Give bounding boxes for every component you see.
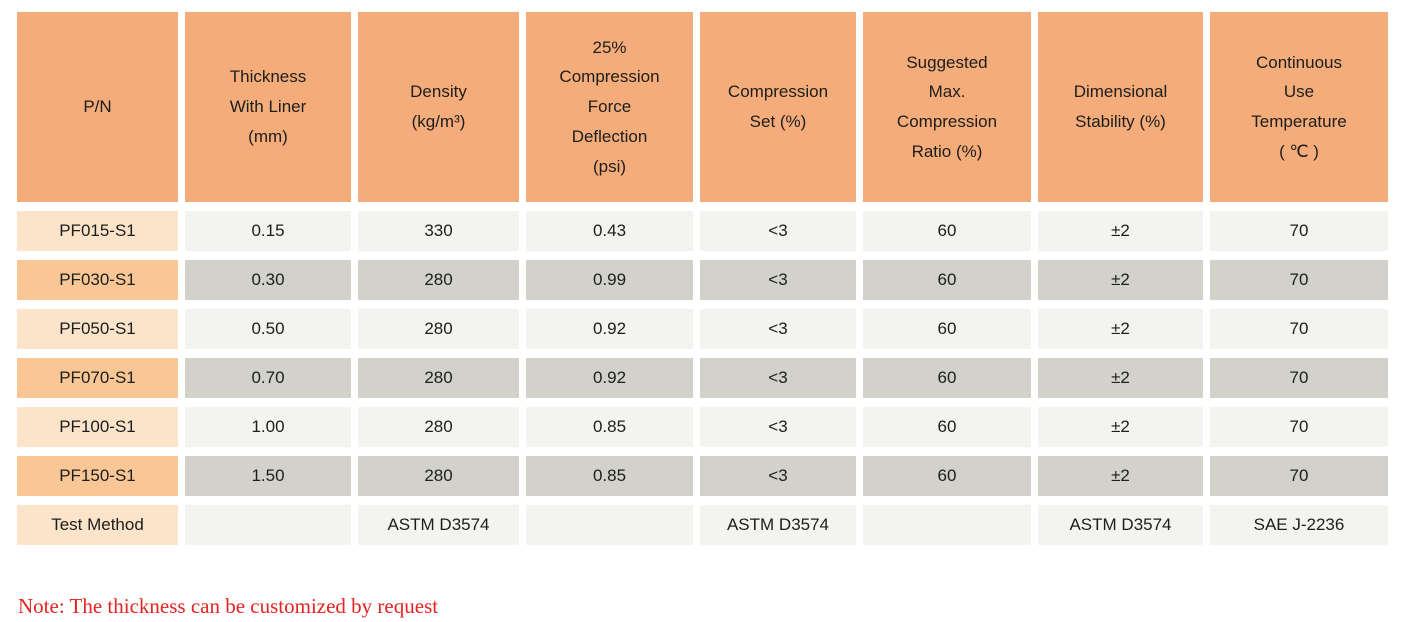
column-header-continuous-use-temperature: Continuous Use Temperature ( ℃ ) — [1210, 12, 1388, 202]
data-cell: 0.30 — [185, 260, 351, 300]
data-cell: <3 — [700, 309, 856, 349]
data-cell: 1.00 — [185, 407, 351, 447]
data-cell: 70 — [1210, 358, 1388, 398]
data-cell: <3 — [700, 456, 856, 496]
table-row: PF150-S1 1.50 280 0.85 <3 60 ±2 70 — [17, 456, 1388, 496]
data-cell: 60 — [863, 260, 1031, 300]
data-cell: 0.70 — [185, 358, 351, 398]
data-cell: 60 — [863, 456, 1031, 496]
data-cell: 60 — [863, 407, 1031, 447]
note-text: Note: The thickness can be customized by… — [18, 594, 439, 618]
data-cell: 0.85 — [526, 456, 693, 496]
table-row: PF050-S1 0.50 280 0.92 <3 60 ±2 70 — [17, 309, 1388, 349]
data-cell: 280 — [358, 260, 519, 300]
data-cell: 0.92 — [526, 358, 693, 398]
column-header-dimensional-stability: Dimensional Stability (%) — [1038, 12, 1203, 202]
table-header: P/N Thickness With Liner (mm) Density (k… — [17, 12, 1388, 202]
pn-cell: PF070-S1 — [17, 358, 178, 398]
data-cell: 0.43 — [526, 211, 693, 251]
data-cell: ASTM D3574 — [700, 505, 856, 545]
data-cell: ±2 — [1038, 407, 1203, 447]
data-cell: 0.15 — [185, 211, 351, 251]
column-header-density: Density (kg/m³) — [358, 12, 519, 202]
data-cell: 280 — [358, 309, 519, 349]
pn-cell: PF050-S1 — [17, 309, 178, 349]
test-method-label-cell: Test Method — [17, 505, 178, 545]
data-cell: ±2 — [1038, 456, 1203, 496]
data-cell: 1.50 — [185, 456, 351, 496]
spec-table: P/N Thickness With Liner (mm) Density (k… — [10, 3, 1395, 554]
data-cell: 330 — [358, 211, 519, 251]
data-cell: 0.85 — [526, 407, 693, 447]
data-cell: 60 — [863, 211, 1031, 251]
data-cell: 70 — [1210, 309, 1388, 349]
data-cell: ±2 — [1038, 211, 1203, 251]
table-row: PF100-S1 1.00 280 0.85 <3 60 ±2 70 — [17, 407, 1388, 447]
data-cell — [526, 505, 693, 545]
test-method-row: Test Method ASTM D3574 ASTM D3574 ASTM D… — [17, 505, 1388, 545]
data-cell: 70 — [1210, 456, 1388, 496]
data-cell: <3 — [700, 260, 856, 300]
table-row: PF015-S1 0.15 330 0.43 <3 60 ±2 70 — [17, 211, 1388, 251]
column-header-compression-force-deflection: 25% Compression Force Deflection (psi) — [526, 12, 693, 202]
data-cell: 70 — [1210, 211, 1388, 251]
data-cell: 70 — [1210, 407, 1388, 447]
data-cell: 280 — [358, 407, 519, 447]
data-cell: 0.99 — [526, 260, 693, 300]
data-cell — [863, 505, 1031, 545]
data-cell: <3 — [700, 211, 856, 251]
data-cell: ±2 — [1038, 309, 1203, 349]
column-header-max-compression-ratio: Suggested Max. Compression Ratio (%) — [863, 12, 1031, 202]
data-cell — [185, 505, 351, 545]
data-cell: ±2 — [1038, 358, 1203, 398]
data-cell: SAE J-2236 — [1210, 505, 1388, 545]
data-cell: 0.92 — [526, 309, 693, 349]
pn-cell: PF100-S1 — [17, 407, 178, 447]
pn-cell: PF015-S1 — [17, 211, 178, 251]
table-body: PF015-S1 0.15 330 0.43 <3 60 ±2 70 PF030… — [17, 211, 1388, 545]
column-header-compression-set: Compression Set (%) — [700, 12, 856, 202]
data-cell: 0.50 — [185, 309, 351, 349]
data-cell: 280 — [358, 358, 519, 398]
data-cell: 280 — [358, 456, 519, 496]
data-cell: 60 — [863, 358, 1031, 398]
data-cell: 60 — [863, 309, 1031, 349]
table-row: PF070-S1 0.70 280 0.92 <3 60 ±2 70 — [17, 358, 1388, 398]
data-cell: ASTM D3574 — [358, 505, 519, 545]
data-cell: <3 — [700, 407, 856, 447]
data-cell: <3 — [700, 358, 856, 398]
data-cell: 70 — [1210, 260, 1388, 300]
data-cell: ASTM D3574 — [1038, 505, 1203, 545]
column-header-thickness: Thickness With Liner (mm) — [185, 12, 351, 202]
header-row: P/N Thickness With Liner (mm) Density (k… — [17, 12, 1388, 202]
table-row: PF030-S1 0.30 280 0.99 <3 60 ±2 70 — [17, 260, 1388, 300]
column-header-pn: P/N — [17, 12, 178, 202]
pn-cell: PF150-S1 — [17, 456, 178, 496]
pn-cell: PF030-S1 — [17, 260, 178, 300]
data-cell: ±2 — [1038, 260, 1203, 300]
